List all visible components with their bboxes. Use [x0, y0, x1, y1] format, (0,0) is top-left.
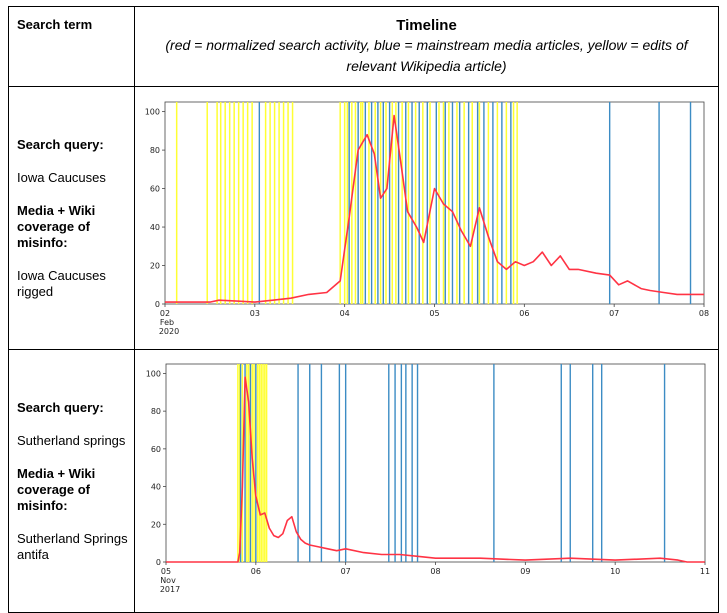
x-tick-label: 11	[700, 567, 710, 576]
x-tick-sublabel: Feb	[160, 318, 174, 327]
row-sutherland-search-term: Search query: Sutherland springs Media +…	[8, 349, 135, 613]
y-tick-label: 60	[151, 445, 161, 454]
y-tick-label: 40	[150, 223, 160, 232]
coverage-value: Sutherland Springs antifa	[17, 530, 128, 562]
x-tick-label: 04	[340, 309, 350, 318]
x-tick-label: 05	[429, 309, 439, 318]
timeline-subtitle: (red = normalized search activity, blue …	[165, 37, 688, 74]
search-activity-line	[165, 114, 704, 303]
y-tick-label: 20	[150, 262, 160, 271]
y-tick-label: 80	[150, 146, 160, 155]
x-tick-label: 03	[250, 309, 260, 318]
y-tick-label: 40	[151, 483, 161, 492]
search-query-label: Search query:	[17, 136, 104, 152]
row-sutherland-chart-cell: 0 20 40 60 80 100 05 06 07 08 09 10 11 Nov 2017	[134, 349, 719, 613]
x-tick-label: 08	[699, 309, 709, 318]
y-tick-label: 100	[146, 369, 161, 378]
search-query-value: Iowa Caucuses	[17, 169, 106, 185]
plot-area	[164, 101, 705, 305]
row-sutherland: Search query: Sutherland springs Media +…	[8, 349, 719, 613]
x-tick-label: 09	[520, 567, 530, 576]
row-iowa-chart-cell: 0 20 40 60 80 100 02 03 04 05 06 07 08 Feb 2020	[134, 86, 719, 350]
x-tick-label: 07	[609, 309, 619, 318]
y-tick-label: 100	[145, 108, 160, 117]
timeline-table: Search term Timeline (red = normalized s…	[8, 6, 719, 613]
x-tick-label: 06	[251, 567, 261, 576]
y-tick-label: 60	[150, 185, 160, 194]
header-timeline: Timeline (red = normalized search activi…	[134, 6, 719, 87]
y-tick-label: 20	[151, 520, 161, 529]
timeline-title: Timeline	[396, 17, 457, 34]
header-row: Search term Timeline (red = normalized s…	[8, 6, 719, 87]
y-tick-label: 80	[151, 407, 161, 416]
x-tick-label: 06	[519, 309, 529, 318]
search-query-value: Sutherland springs	[17, 432, 126, 448]
coverage-label: Media + Wiki coverage of misinfo:	[17, 465, 96, 513]
y-tick-label: 0	[155, 300, 160, 309]
x-tick-sublabel: Nov	[160, 576, 176, 585]
coverage-value: Iowa Caucuses rigged	[17, 267, 106, 299]
x-tick-label: 05	[161, 567, 171, 576]
row-iowa: Search query: Iowa Caucuses Media + Wiki…	[8, 86, 719, 350]
x-tick-label: 07	[341, 567, 351, 576]
y-tick-label: 0	[156, 558, 161, 567]
coverage-label: Media + Wiki coverage of misinfo:	[17, 202, 96, 250]
x-tick-label: 02	[160, 309, 170, 318]
row-iowa-search-term: Search query: Iowa Caucuses Media + Wiki…	[8, 86, 135, 350]
x-tick-label: 08	[430, 567, 440, 576]
search-query-label: Search query:	[17, 399, 104, 415]
x-tick-label: 10	[610, 567, 620, 576]
header-search-term: Search term	[8, 6, 135, 87]
x-tick-sublabel: 2020	[159, 327, 179, 336]
search-activity-line	[166, 376, 705, 563]
x-tick-sublabel: 2017	[160, 585, 180, 594]
